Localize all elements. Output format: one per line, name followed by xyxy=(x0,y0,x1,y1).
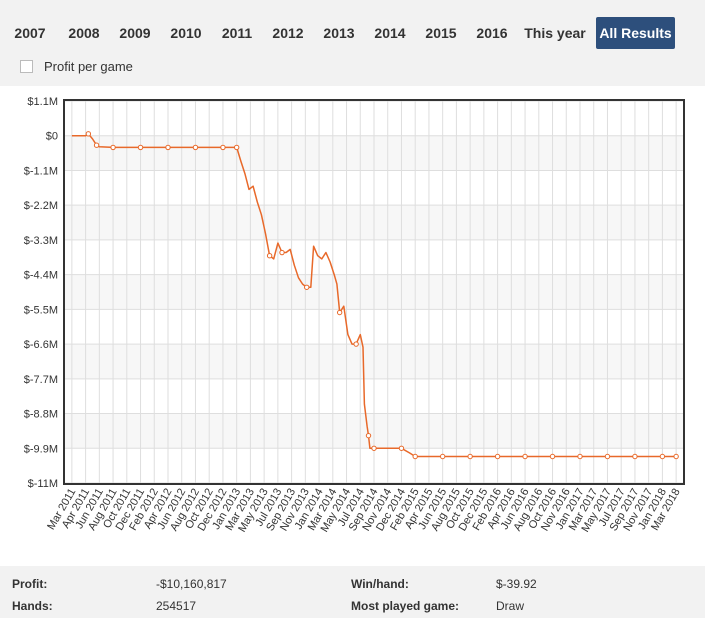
data-point[interactable] xyxy=(93,142,100,148)
y-tick-label: $-5.5M xyxy=(24,304,58,316)
tab-2015[interactable]: 2015 xyxy=(425,25,457,41)
data-point[interactable] xyxy=(467,453,473,460)
data-point[interactable] xyxy=(165,144,171,151)
data-point[interactable] xyxy=(673,453,679,460)
data-point[interactable] xyxy=(494,453,501,460)
y-tick-label: $-2.2M xyxy=(24,200,58,212)
data-point[interactable] xyxy=(353,341,359,347)
hands-label: Hands: xyxy=(12,599,53,613)
tab-2007[interactable]: 2007 xyxy=(14,25,46,41)
data-point[interactable] xyxy=(439,453,446,460)
data-point[interactable] xyxy=(85,131,92,137)
profit-chart-panel: $1.1M $0 $-1.1M $-2.2M $-3.3M $-4.4M $-5.5M $-6… xyxy=(0,86,705,566)
y-tick-label: $-8.8M xyxy=(24,409,58,421)
data-point[interactable] xyxy=(279,249,285,256)
profit-value: -$10,160,817 xyxy=(156,577,227,591)
profit-per-game-toggle[interactable]: Profit per game xyxy=(20,58,133,74)
win-per-hand-label: Win/hand: xyxy=(351,577,409,591)
y-tick-label: $-4.4M xyxy=(24,270,58,282)
data-point[interactable] xyxy=(110,144,116,151)
data-point[interactable] xyxy=(137,144,144,151)
y-tick-label: $-7.7M xyxy=(24,374,58,386)
win-per-hand-value: $-39.92 xyxy=(496,577,537,591)
stats-summary: Profit: -$10,160,817 Win/hand: $-39.92 H… xyxy=(0,566,705,618)
tab-2009[interactable]: 2009 xyxy=(119,25,151,41)
profit-label: Profit: xyxy=(12,577,48,591)
data-point[interactable] xyxy=(577,453,583,460)
data-point[interactable] xyxy=(365,432,372,439)
y-tick-label: $-11M xyxy=(28,478,58,490)
most-played-game-value: Draw xyxy=(496,599,525,613)
data-point[interactable] xyxy=(659,453,666,460)
year-filter-tabs: 2007 2008 2009 2010 2011 2012 2013 2014 … xyxy=(0,0,705,58)
most-played-game-label: Most played game: xyxy=(351,599,460,613)
y-tick-label: $-9.9M xyxy=(24,443,58,455)
tab-all-results[interactable]: All Results xyxy=(596,17,675,49)
tab-2011[interactable]: 2011 xyxy=(221,25,253,41)
data-point[interactable] xyxy=(371,445,377,451)
tab-2012[interactable]: 2012 xyxy=(272,25,304,41)
data-point[interactable] xyxy=(192,144,199,151)
y-tick-label: $-6.6M xyxy=(24,339,58,351)
tab-2016[interactable]: 2016 xyxy=(476,25,508,41)
tab-2010[interactable]: 2010 xyxy=(170,25,202,41)
data-point[interactable] xyxy=(304,284,310,290)
profit-series-line xyxy=(71,133,677,458)
plot-frame xyxy=(63,99,685,485)
data-point[interactable] xyxy=(604,453,611,460)
y-tick-label: $-1.1M xyxy=(24,165,58,177)
tab-2013[interactable]: 2013 xyxy=(323,25,355,41)
tab-this-year[interactable]: This year xyxy=(524,25,586,41)
data-point[interactable] xyxy=(220,144,226,151)
data-point[interactable] xyxy=(233,144,240,151)
data-point[interactable] xyxy=(398,445,405,451)
tab-2014[interactable]: 2014 xyxy=(374,25,406,41)
data-point[interactable] xyxy=(522,453,528,460)
y-tick-label: $-3.3M xyxy=(24,235,58,247)
profit-line-chart: $1.1M $0 $-1.1M $-2.2M $-3.3M $-4.4M $-5.5M $-6… xyxy=(24,96,685,534)
data-point[interactable] xyxy=(336,309,343,316)
profit-per-game-checkbox[interactable] xyxy=(20,59,33,73)
tab-2008[interactable]: 2008 xyxy=(68,25,100,41)
data-point[interactable] xyxy=(632,453,638,460)
y-tick-label: $0 xyxy=(46,131,58,143)
y-tick-label: $1.1M xyxy=(27,96,58,108)
profit-per-game-label: Profit per game xyxy=(44,58,133,74)
hands-value: 254517 xyxy=(156,599,197,613)
data-point[interactable] xyxy=(412,453,418,460)
data-point[interactable] xyxy=(266,252,273,259)
data-point[interactable] xyxy=(549,453,556,460)
